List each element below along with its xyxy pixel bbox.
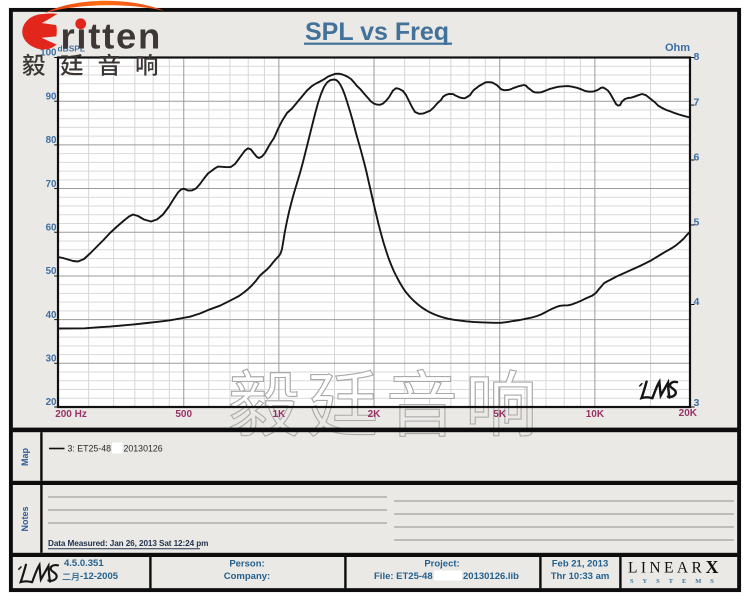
svg-text:20130126.lib: 20130126.lib — [463, 571, 519, 582]
svg-text:3: 3 — [694, 397, 700, 409]
svg-text:7: 7 — [694, 97, 700, 109]
svg-text:200 Hz: 200 Hz — [55, 409, 87, 420]
svg-text:Project:: Project: — [424, 559, 459, 570]
svg-text:2K: 2K — [368, 409, 382, 420]
svg-text:70: 70 — [46, 179, 57, 190]
svg-text:ritten: ritten — [61, 16, 162, 57]
svg-text:Ohm: Ohm — [665, 42, 690, 54]
svg-text:100: 100 — [40, 48, 57, 59]
svg-text:Data Measured: Jan 26, 2013 S: Data Measured: Jan 26, 2013 Sat 12:24 pm — [48, 539, 208, 548]
svg-text:-12-2005: -12-2005 — [80, 571, 119, 582]
svg-text:80: 80 — [46, 135, 57, 146]
svg-text:40: 40 — [46, 310, 57, 321]
svg-text:Company:: Company: — [224, 571, 270, 582]
svg-text:50: 50 — [46, 266, 57, 277]
svg-text:Map: Map — [20, 447, 30, 466]
svg-text:30: 30 — [46, 354, 57, 365]
svg-text:6: 6 — [694, 152, 700, 164]
svg-text:1K: 1K — [273, 409, 287, 420]
svg-text:4: 4 — [694, 296, 700, 308]
svg-text:LINEAR: LINEAR — [628, 560, 705, 577]
svg-text:90: 90 — [46, 91, 57, 102]
svg-text:dBSPL: dBSPL — [58, 44, 85, 54]
svg-text:5K: 5K — [493, 409, 507, 420]
svg-text:20K: 20K — [679, 408, 698, 419]
svg-text:10K: 10K — [586, 409, 605, 420]
svg-text:4.5.0.351: 4.5.0.351 — [64, 558, 104, 569]
svg-text:3: ET25-48: 3: ET25-48 — [68, 443, 112, 453]
svg-text:Person:: Person: — [229, 559, 264, 570]
svg-text:20130126: 20130126 — [124, 443, 163, 453]
svg-text:Feb 21, 2013: Feb 21, 2013 — [552, 559, 609, 570]
svg-text:8: 8 — [694, 51, 700, 63]
svg-text:500: 500 — [175, 409, 192, 420]
svg-text:Notes: Notes — [20, 506, 30, 531]
svg-text:5: 5 — [694, 217, 700, 229]
svg-text:SYSTEMS: SYSTEMS — [630, 578, 723, 585]
svg-text:X: X — [706, 557, 719, 577]
svg-text:60: 60 — [46, 222, 57, 233]
svg-text:20: 20 — [46, 397, 57, 408]
svg-text:File: ET25-48: File: ET25-48 — [374, 571, 433, 582]
svg-text:SPL vs Freq: SPL vs Freq — [305, 18, 449, 46]
svg-text:Thr 10:33 am: Thr 10:33 am — [551, 571, 610, 582]
